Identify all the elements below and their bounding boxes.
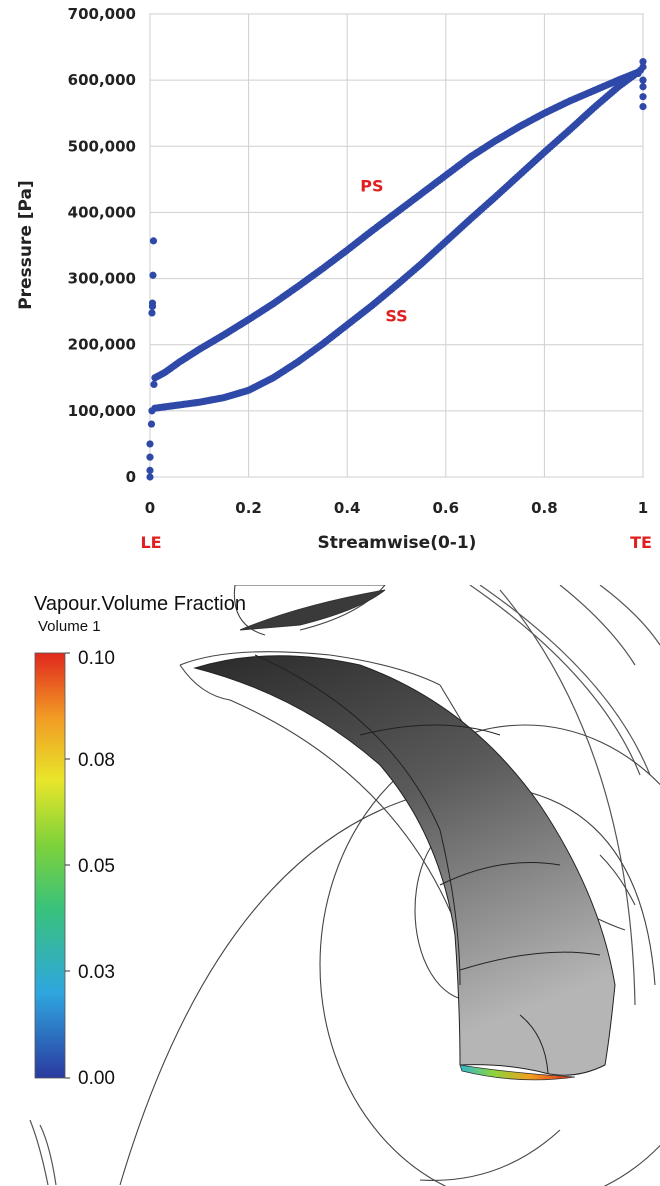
- pressure-chart: 0 0.2 0.4 0.6 0.8 1 0 100,000 200,000 300,000 400…: [16, 5, 652, 553]
- y-axis-title: Pressure [Pa]: [16, 180, 36, 310]
- data-point: [146, 453, 154, 461]
- y-tick-label: 500,000: [68, 137, 136, 155]
- data-point: [639, 83, 647, 91]
- curve-label: PS: [360, 176, 383, 195]
- y-tick-label: 100,000: [68, 402, 136, 420]
- colorbar-tick: 0.00: [78, 1068, 115, 1089]
- data-point: [639, 93, 647, 101]
- y-tick-labels: 0 100,000 200,000 300,000 400,000 500,000 600,…: [68, 5, 136, 486]
- series-te: [634, 58, 647, 111]
- y-tick-label: 400,000: [68, 203, 136, 221]
- colorbar: [34, 652, 66, 1079]
- data-point: [639, 76, 647, 84]
- upper-blade: [239, 589, 386, 631]
- cavitation-region: [459, 1064, 576, 1081]
- x-tick-label: 1: [638, 499, 648, 517]
- vapour-contour-view: [29, 585, 660, 1186]
- x-axis-title: Streamwise(0-1): [318, 533, 477, 553]
- plot-area: [149, 13, 644, 478]
- blade-mesh-lines: [254, 654, 601, 1074]
- te-label: TE: [630, 533, 652, 552]
- data-point: [146, 440, 154, 448]
- data-point: [146, 473, 154, 481]
- colorbar-variable: Vapour.Volume Fraction: [34, 593, 246, 615]
- data-point: [148, 299, 157, 307]
- data-point: [146, 466, 154, 474]
- grid-lines: [149, 13, 644, 478]
- x-tick-label: 0.8: [531, 499, 558, 517]
- data-point: [639, 63, 647, 71]
- series-ss: [151, 68, 642, 412]
- colorbar-ticks: [65, 652, 70, 1079]
- x-tick-label: 0.2: [235, 499, 262, 517]
- data-point: [149, 271, 157, 279]
- colorbar-tick: 0.03: [78, 962, 115, 983]
- series-ps: [151, 68, 642, 382]
- data-point: [639, 58, 647, 66]
- x-tick-label: 0.6: [433, 499, 460, 517]
- data-point: [150, 380, 158, 388]
- colorbar-tick: 0.08: [78, 750, 115, 771]
- casing-lines: [29, 585, 660, 1186]
- data-points: [146, 58, 647, 481]
- data-point: [148, 309, 156, 317]
- series-le: [146, 237, 158, 481]
- y-tick-label: 200,000: [68, 336, 136, 354]
- colorbar-tick: 0.05: [78, 856, 115, 877]
- data-point: [639, 103, 647, 111]
- blade-surface: [193, 655, 616, 1076]
- x-tick-label: 0: [145, 499, 155, 517]
- y-tick-label: 300,000: [68, 270, 136, 288]
- data-point: [147, 420, 156, 428]
- colorbar-tick: 0.10: [78, 648, 115, 669]
- y-tick-label: 600,000: [68, 71, 136, 89]
- x-tick-labels: 0 0.2 0.4 0.6 0.8 1: [145, 499, 648, 517]
- y-tick-label: 700,000: [68, 5, 136, 23]
- curve-label: SS: [385, 307, 407, 326]
- colorbar-location: Volume 1: [38, 618, 101, 635]
- curve-labels: PS SS: [360, 176, 407, 325]
- data-point: [149, 237, 158, 245]
- le-label: LE: [140, 533, 161, 552]
- data-point: [148, 407, 156, 415]
- y-tick-label: 0: [126, 468, 136, 486]
- x-tick-label: 0.4: [334, 499, 361, 517]
